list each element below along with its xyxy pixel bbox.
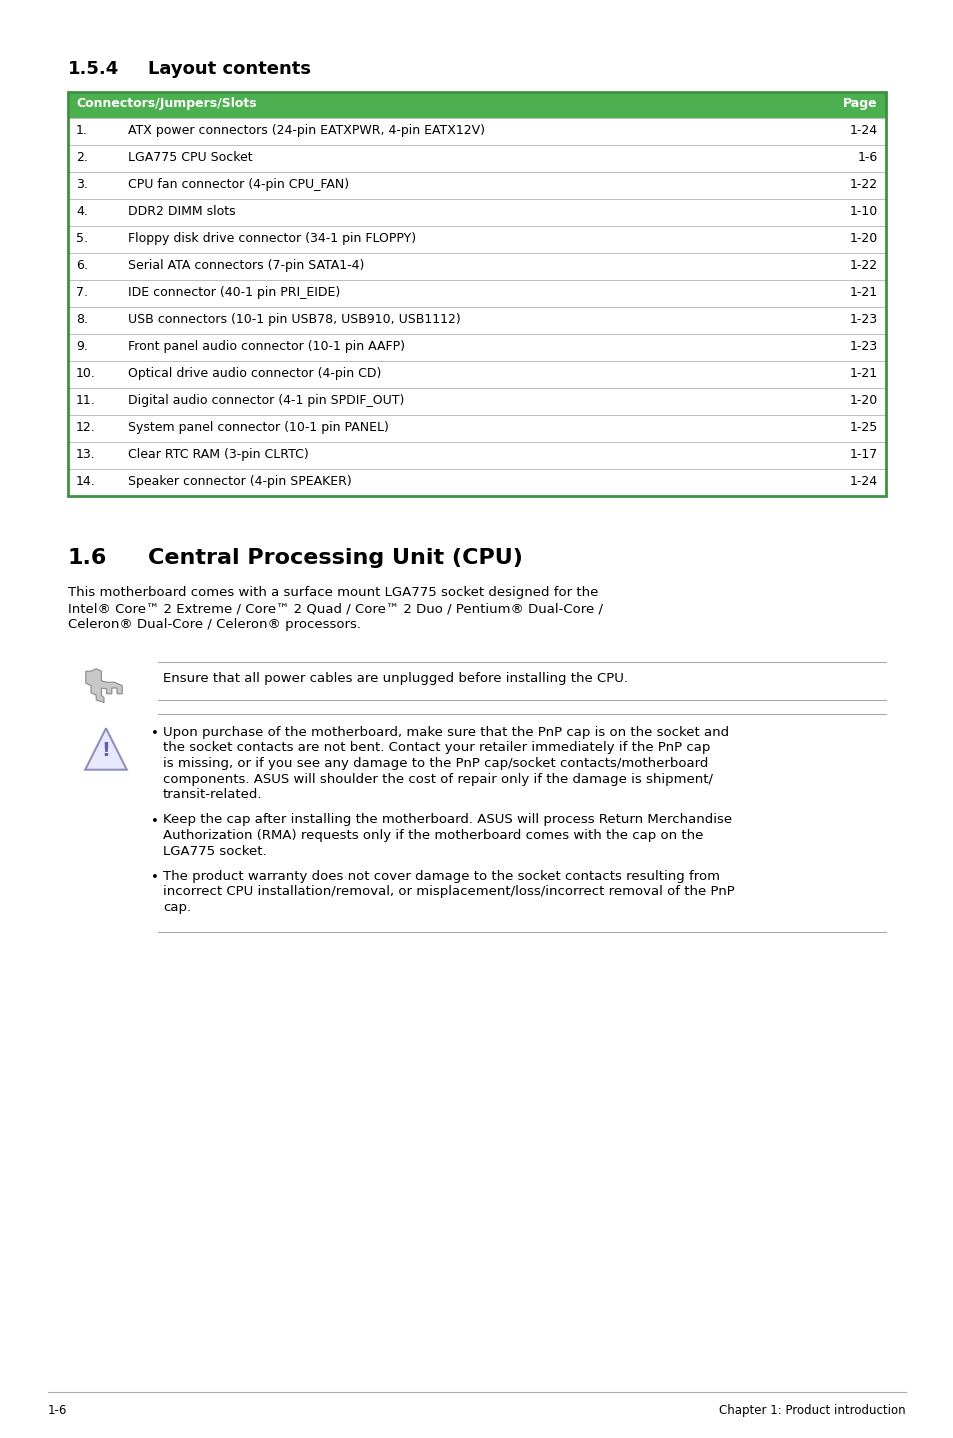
- Text: 10.: 10.: [76, 367, 95, 380]
- Text: components. ASUS will shoulder the cost of repair only if the damage is shipment: components. ASUS will shoulder the cost …: [163, 772, 712, 785]
- Text: Keep the cap after installing the motherboard. ASUS will process Return Merchand: Keep the cap after installing the mother…: [163, 814, 731, 827]
- Text: 1.5.4: 1.5.4: [68, 60, 119, 78]
- Text: Central Processing Unit (CPU): Central Processing Unit (CPU): [148, 548, 522, 568]
- Text: Ensure that all power cables are unplugged before installing the CPU.: Ensure that all power cables are unplugg…: [163, 672, 627, 684]
- Text: 9.: 9.: [76, 339, 88, 352]
- Text: 2.: 2.: [76, 151, 88, 164]
- Text: 4.: 4.: [76, 206, 88, 219]
- Text: 1-6: 1-6: [857, 151, 877, 164]
- Text: LGA775 socket.: LGA775 socket.: [163, 844, 266, 857]
- Text: 1-24: 1-24: [849, 475, 877, 487]
- Text: 1-10: 1-10: [849, 206, 877, 219]
- Text: the socket contacts are not bent. Contact your retailer immediately if the PnP c: the socket contacts are not bent. Contac…: [163, 742, 710, 755]
- Text: incorrect CPU installation/removal, or misplacement/loss/incorrect removal of th: incorrect CPU installation/removal, or m…: [163, 886, 734, 899]
- Text: System panel connector (10-1 pin PANEL): System panel connector (10-1 pin PANEL): [128, 421, 389, 434]
- Text: 11.: 11.: [76, 394, 95, 407]
- Text: 1-23: 1-23: [849, 313, 877, 326]
- Text: 1-25: 1-25: [849, 421, 877, 434]
- Text: 1-17: 1-17: [849, 449, 877, 462]
- Text: Clear RTC RAM (3-pin CLRTC): Clear RTC RAM (3-pin CLRTC): [128, 449, 309, 462]
- Text: 1-20: 1-20: [849, 394, 877, 407]
- Text: 5.: 5.: [76, 232, 88, 244]
- Text: DDR2 DIMM slots: DDR2 DIMM slots: [128, 206, 235, 219]
- Text: 1-22: 1-22: [849, 259, 877, 272]
- Text: 1.: 1.: [76, 124, 88, 137]
- Text: Authorization (RMA) requests only if the motherboard comes with the cap on the: Authorization (RMA) requests only if the…: [163, 828, 702, 843]
- Text: Celeron® Dual-Core / Celeron® processors.: Celeron® Dual-Core / Celeron® processors…: [68, 618, 360, 631]
- PathPatch shape: [86, 669, 122, 702]
- Text: 1-21: 1-21: [849, 367, 877, 380]
- Text: 1-6: 1-6: [48, 1403, 68, 1416]
- Text: 8.: 8.: [76, 313, 88, 326]
- Text: is missing, or if you see any damage to the PnP cap/socket contacts/motherboard: is missing, or if you see any damage to …: [163, 756, 708, 769]
- Text: The product warranty does not cover damage to the socket contacts resulting from: The product warranty does not cover dama…: [163, 870, 720, 883]
- Text: •: •: [151, 871, 159, 884]
- Text: 14.: 14.: [76, 475, 95, 487]
- Text: 1-21: 1-21: [849, 286, 877, 299]
- Text: Chapter 1: Product introduction: Chapter 1: Product introduction: [719, 1403, 905, 1416]
- Text: This motherboard comes with a surface mount LGA775 socket designed for the: This motherboard comes with a surface mo…: [68, 587, 598, 600]
- Text: 6.: 6.: [76, 259, 88, 272]
- Text: cap.: cap.: [163, 902, 191, 915]
- Text: Page: Page: [842, 98, 877, 111]
- Text: 1-20: 1-20: [849, 232, 877, 244]
- Text: Floppy disk drive connector (34-1 pin FLOPPY): Floppy disk drive connector (34-1 pin FL…: [128, 232, 416, 244]
- Text: LGA775 CPU Socket: LGA775 CPU Socket: [128, 151, 253, 164]
- Text: Upon purchase of the motherboard, make sure that the PnP cap is on the socket an: Upon purchase of the motherboard, make s…: [163, 726, 728, 739]
- Text: Layout contents: Layout contents: [148, 60, 311, 78]
- Text: 1.6: 1.6: [68, 548, 108, 568]
- Text: Intel® Core™ 2 Extreme / Core™ 2 Quad / Core™ 2 Duo / Pentium® Dual-Core /: Intel® Core™ 2 Extreme / Core™ 2 Quad / …: [68, 603, 602, 615]
- Text: 7.: 7.: [76, 286, 88, 299]
- Text: 3.: 3.: [76, 178, 88, 191]
- Text: Digital audio connector (4-1 pin SPDIF_OUT): Digital audio connector (4-1 pin SPDIF_O…: [128, 394, 404, 407]
- Text: 1-22: 1-22: [849, 178, 877, 191]
- Text: Optical drive audio connector (4-pin CD): Optical drive audio connector (4-pin CD): [128, 367, 381, 380]
- Text: •: •: [151, 814, 159, 827]
- Text: 1-23: 1-23: [849, 339, 877, 352]
- Text: USB connectors (10-1 pin USB78, USB910, USB1112): USB connectors (10-1 pin USB78, USB910, …: [128, 313, 460, 326]
- Text: IDE connector (40-1 pin PRI_EIDE): IDE connector (40-1 pin PRI_EIDE): [128, 286, 340, 299]
- Text: 12.: 12.: [76, 421, 95, 434]
- Text: •: •: [151, 728, 159, 741]
- Text: 13.: 13.: [76, 449, 95, 462]
- Text: Speaker connector (4-pin SPEAKER): Speaker connector (4-pin SPEAKER): [128, 475, 352, 487]
- Text: !: !: [101, 742, 111, 761]
- Text: CPU fan connector (4-pin CPU_FAN): CPU fan connector (4-pin CPU_FAN): [128, 178, 349, 191]
- Text: Connectors/Jumpers/Slots: Connectors/Jumpers/Slots: [76, 98, 256, 111]
- Text: ATX power connectors (24-pin EATXPWR, 4-pin EATX12V): ATX power connectors (24-pin EATXPWR, 4-…: [128, 124, 484, 137]
- Text: Serial ATA connectors (7-pin SATA1-4): Serial ATA connectors (7-pin SATA1-4): [128, 259, 364, 272]
- Text: Front panel audio connector (10-1 pin AAFP): Front panel audio connector (10-1 pin AA…: [128, 339, 405, 352]
- Text: 1-24: 1-24: [849, 124, 877, 137]
- Text: transit-related.: transit-related.: [163, 788, 262, 801]
- PathPatch shape: [85, 728, 127, 769]
